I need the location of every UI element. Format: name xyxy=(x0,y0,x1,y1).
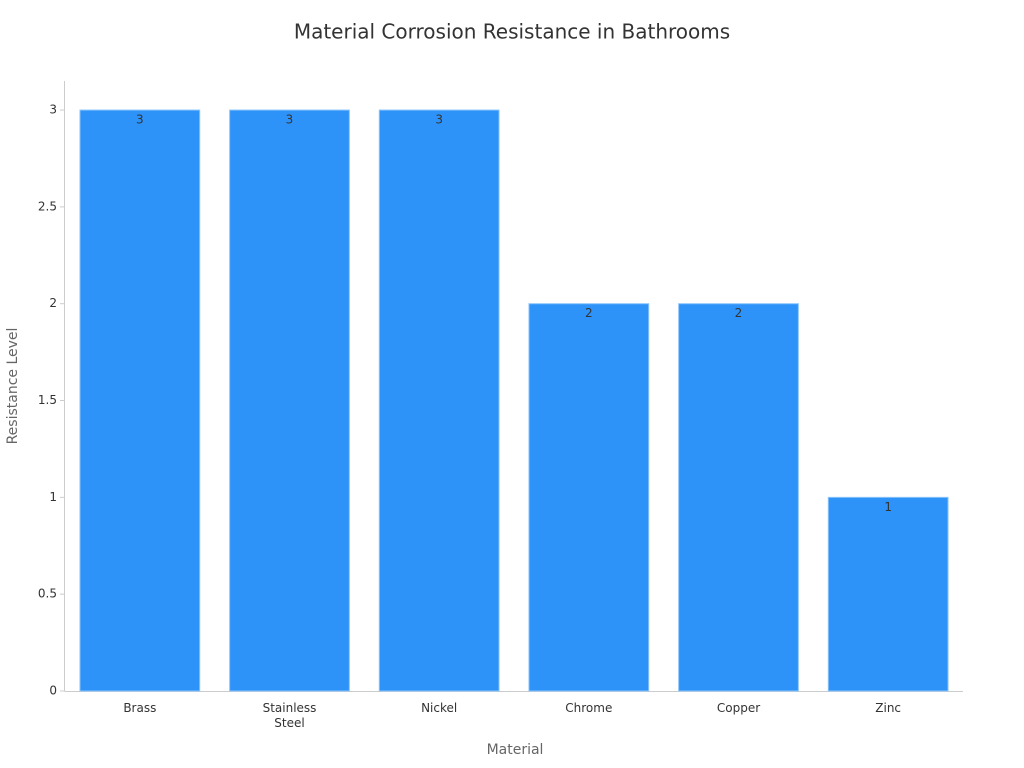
data-label: 3 xyxy=(136,113,144,127)
bar xyxy=(79,109,201,692)
data-label: 2 xyxy=(735,306,743,320)
y-tick-label: 3 xyxy=(49,103,57,117)
y-tick-label: 2.5 xyxy=(38,199,57,213)
x-tick-label: Copper xyxy=(716,701,761,715)
y-axis-label: Resistance Level xyxy=(5,328,21,445)
data-label: 1 xyxy=(884,500,892,514)
data-label: 3 xyxy=(435,113,443,127)
y-tick-label: 1.5 xyxy=(38,393,57,407)
x-tick-label: Zinc xyxy=(875,701,902,715)
bar xyxy=(378,109,500,692)
data-label: 2 xyxy=(585,306,593,320)
bar xyxy=(827,496,949,692)
bar xyxy=(229,109,350,692)
x-tick-label: Nickel xyxy=(421,701,458,715)
x-tick-label: Chrome xyxy=(565,701,613,715)
bar xyxy=(678,303,799,692)
data-label: 3 xyxy=(286,113,294,127)
x-tick-label: Stainless Steel xyxy=(262,701,317,730)
y-tick-label: 0 xyxy=(49,684,57,698)
x-axis-label: Material xyxy=(487,742,544,758)
x-tick-label: Brass xyxy=(123,701,157,715)
y-tick-label: 2 xyxy=(49,296,57,310)
chart-title: Material Corrosion Resistance in Bathroo… xyxy=(294,20,730,44)
bar xyxy=(528,303,650,692)
y-tick-label: 0.5 xyxy=(38,587,57,601)
y-tick-label: 1 xyxy=(49,490,57,504)
